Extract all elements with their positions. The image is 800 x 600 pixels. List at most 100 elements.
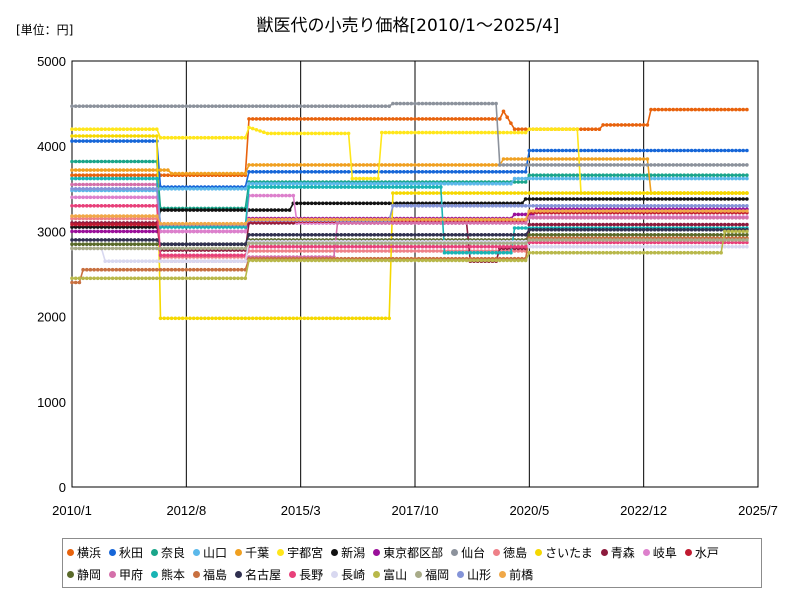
data-point xyxy=(144,246,148,251)
data-point xyxy=(468,221,473,225)
data-point xyxy=(428,217,432,222)
legend-marker xyxy=(415,570,423,578)
data-point xyxy=(77,222,82,227)
data-point xyxy=(180,259,185,264)
data-point xyxy=(487,130,491,135)
data-point xyxy=(593,157,598,161)
data-point xyxy=(273,193,277,198)
data-point xyxy=(70,176,74,181)
data-point xyxy=(641,173,646,177)
data-point xyxy=(346,217,351,222)
data-point xyxy=(221,242,225,246)
data-point xyxy=(708,176,712,181)
data-point xyxy=(741,204,745,208)
data-point xyxy=(129,276,133,281)
data-point xyxy=(398,244,403,249)
data-point xyxy=(295,163,299,167)
data-point xyxy=(273,131,277,136)
data-point xyxy=(623,173,627,177)
data-point xyxy=(450,181,454,186)
data-point xyxy=(634,244,639,249)
data-point xyxy=(391,163,395,167)
data-point xyxy=(144,276,148,281)
data-point xyxy=(228,171,233,176)
data-point xyxy=(114,168,119,172)
data-point xyxy=(420,185,425,189)
data-point xyxy=(472,181,476,186)
data-point xyxy=(450,130,454,135)
data-point xyxy=(564,250,568,255)
data-point xyxy=(70,280,74,285)
series-lines xyxy=(70,101,749,321)
data-point xyxy=(593,238,598,242)
data-point xyxy=(435,170,439,174)
data-point xyxy=(439,185,443,189)
data-point xyxy=(394,181,399,186)
data-point xyxy=(339,185,344,189)
data-point xyxy=(428,117,432,121)
legend: 横浜 秋田 奈良 山口 千葉 宇都宮 新潟 東京都区部 仙台 徳島 さいたま 青森 岐阜 水戸 静岡 甲府 熊本… xyxy=(62,538,762,588)
data-point xyxy=(523,176,528,181)
data-point xyxy=(335,221,340,225)
data-point xyxy=(291,316,296,321)
data-point xyxy=(243,171,248,176)
data-point xyxy=(741,176,745,181)
data-point xyxy=(579,148,583,153)
data-point xyxy=(99,267,104,272)
data-point xyxy=(346,117,351,121)
data-point xyxy=(368,176,373,181)
data-point xyxy=(77,216,82,221)
data-point xyxy=(450,250,454,255)
data-point xyxy=(715,204,720,208)
data-point xyxy=(239,104,244,108)
data-point xyxy=(560,216,565,220)
data-point xyxy=(461,217,465,222)
data-point xyxy=(439,217,443,222)
data-point xyxy=(737,209,742,213)
data-point xyxy=(420,117,425,121)
data-point xyxy=(166,221,170,226)
data-point xyxy=(254,258,259,263)
data-point xyxy=(239,253,244,258)
data-point xyxy=(682,204,686,208)
data-point xyxy=(608,191,613,195)
data-point xyxy=(118,214,122,218)
data-point xyxy=(420,101,425,106)
data-point xyxy=(357,170,362,174)
data-point xyxy=(697,227,701,232)
data-point xyxy=(579,127,583,131)
data-point xyxy=(498,204,502,208)
data-point xyxy=(276,244,281,249)
data-point xyxy=(523,204,528,208)
data-point xyxy=(490,204,495,208)
data-point xyxy=(468,163,473,167)
data-point xyxy=(571,227,576,232)
data-point xyxy=(601,204,605,208)
data-point xyxy=(538,148,543,153)
data-point xyxy=(236,246,240,251)
data-point xyxy=(512,176,517,181)
data-point xyxy=(693,244,698,249)
data-point xyxy=(645,216,650,220)
data-point xyxy=(512,226,517,230)
data-point xyxy=(487,221,491,225)
data-point xyxy=(132,159,137,164)
data-point xyxy=(302,258,307,263)
data-point xyxy=(96,246,100,251)
data-point xyxy=(450,191,454,195)
data-point xyxy=(151,134,155,138)
data-point xyxy=(623,227,627,232)
data-point xyxy=(269,208,274,212)
data-point xyxy=(711,244,716,249)
data-point xyxy=(453,204,458,208)
data-point xyxy=(479,233,484,237)
data-point xyxy=(147,246,152,251)
data-point xyxy=(593,216,598,220)
data-point xyxy=(173,316,178,321)
data-point xyxy=(247,181,251,186)
data-point xyxy=(118,195,122,200)
data-point xyxy=(509,170,513,174)
data-point xyxy=(140,195,144,200)
data-point xyxy=(247,125,251,130)
data-point xyxy=(77,182,82,187)
